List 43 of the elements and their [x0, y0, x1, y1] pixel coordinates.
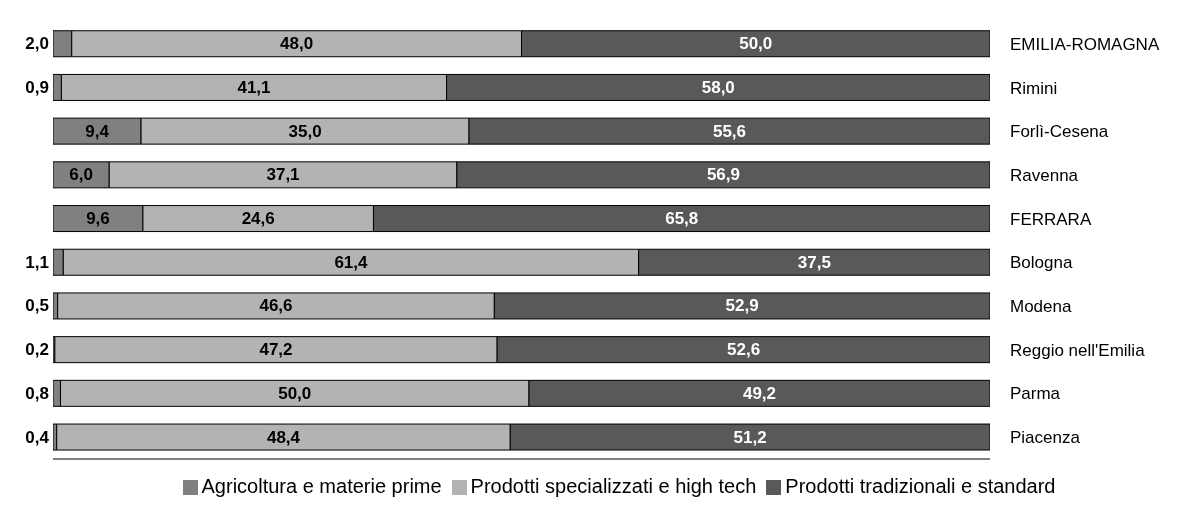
- y-tick-label: EMILIA-ROMAGNA: [1010, 34, 1160, 54]
- data-label: 37,5: [797, 252, 831, 272]
- data-label: 50,0: [278, 383, 312, 403]
- data-label: 1,1: [25, 252, 49, 272]
- data-label: 0,8: [25, 383, 49, 403]
- data-label: 37,1: [266, 165, 300, 185]
- y-tick-label: Reggio nell'Emilia: [1010, 340, 1146, 360]
- data-label: 58,0: [701, 77, 735, 97]
- data-label: 52,6: [727, 340, 761, 360]
- data-label: 56,9: [706, 165, 740, 185]
- y-tick-label: Forlì-Cesena: [1010, 122, 1109, 142]
- data-label: 6,0: [69, 165, 93, 185]
- data-label: 0,4: [25, 427, 50, 447]
- data-label: 49,2: [742, 383, 777, 403]
- data-label: 41,1: [237, 77, 271, 97]
- y-tick-label: Rimini: [1010, 78, 1058, 98]
- legend-label: Agricoltura e materie prime: [201, 475, 442, 497]
- y-tick-label: Modena: [1010, 297, 1072, 317]
- data-label: 35,0: [288, 121, 322, 141]
- data-label: 24,6: [241, 209, 275, 229]
- data-label: 52,9: [725, 296, 759, 316]
- legend-label: Prodotti specializzati e high tech: [470, 475, 757, 497]
- data-label: 48,0: [280, 34, 314, 54]
- y-tick-label: Bologna: [1010, 253, 1073, 273]
- data-label: 9,4: [85, 121, 110, 141]
- data-label: 0,9: [25, 77, 49, 97]
- data-label: 51,2: [733, 427, 767, 447]
- data-label: 2,0: [25, 34, 49, 54]
- data-label: 61,4: [334, 252, 369, 272]
- legend-label: Prodotti tradizionali e standard: [785, 475, 1056, 497]
- data-label: 65,8: [665, 209, 699, 229]
- y-tick-label: FERRARA: [1010, 209, 1092, 229]
- data-label: 9,6: [86, 209, 110, 229]
- data-label: 50,0: [739, 34, 773, 54]
- data-label: 55,6: [712, 121, 747, 141]
- y-tick-label: Parma: [1010, 384, 1061, 404]
- data-label: 47,2: [259, 340, 293, 360]
- y-tick-label: Ravenna: [1010, 165, 1079, 185]
- data-label: 0,5: [25, 296, 49, 316]
- data-label: 0,2: [25, 340, 49, 360]
- data-label: 46,6: [259, 296, 293, 316]
- y-tick-label: Piacenza: [1010, 428, 1081, 448]
- data-label: 48,4: [266, 427, 301, 447]
